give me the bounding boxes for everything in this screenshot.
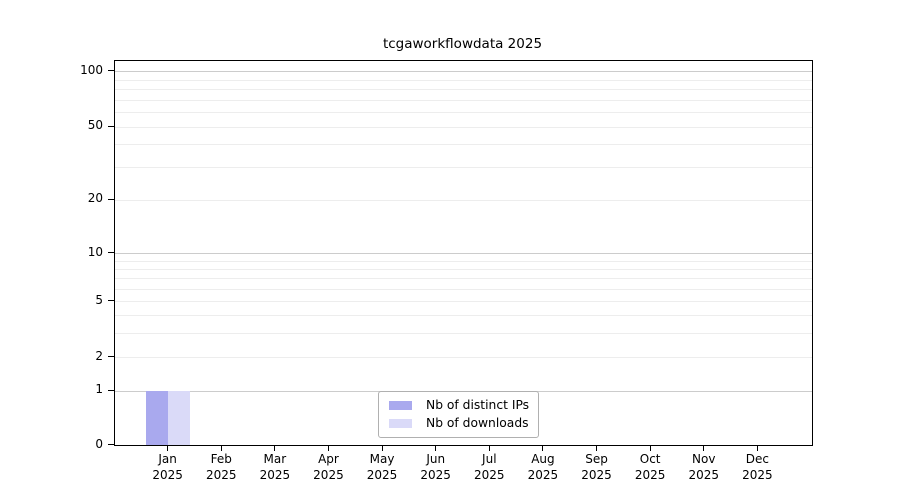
x-tick-label-year: 2025 bbox=[581, 467, 612, 482]
x-tick-label-year: 2025 bbox=[313, 467, 344, 482]
legend-swatch-distinct-ips bbox=[389, 401, 412, 410]
y-minor-gridline bbox=[115, 332, 812, 334]
x-tick-label-year: 2025 bbox=[474, 467, 505, 482]
x-tick-mark bbox=[327, 445, 329, 451]
x-tick-label: Dec 2025 bbox=[725, 452, 789, 483]
y-minor-gridline bbox=[115, 268, 812, 270]
y-major-gridline bbox=[115, 199, 812, 201]
y-minor-gridline bbox=[115, 79, 812, 81]
x-tick-label-year: 2025 bbox=[634, 467, 666, 482]
x-tick-label-month: Sep bbox=[585, 452, 608, 466]
x-tick-label-month: Apr bbox=[318, 452, 339, 466]
y-major-gridline bbox=[115, 126, 812, 128]
x-tick-mark bbox=[756, 445, 758, 451]
x-tick-mark bbox=[488, 445, 490, 451]
legend-label-distinct-ips: Nb of distinct IPs bbox=[426, 398, 530, 412]
y-minor-gridline bbox=[115, 112, 812, 114]
plot-area: Nb of distinct IPs Nb of downloads bbox=[114, 60, 813, 446]
bar-downloads bbox=[167, 390, 190, 445]
x-tick-label: Oct 2025 bbox=[618, 452, 682, 483]
x-tick-label: Nov 2025 bbox=[672, 452, 736, 483]
y-tick-mark bbox=[108, 300, 114, 302]
y-tick-mark bbox=[108, 198, 114, 200]
x-tick-mark bbox=[381, 445, 383, 451]
x-tick-label: Mar 2025 bbox=[243, 452, 307, 483]
x-tick-label-year: 2025 bbox=[259, 467, 291, 482]
y-major-gridline bbox=[115, 71, 812, 73]
x-tick-label: Sep 2025 bbox=[565, 452, 629, 483]
x-tick-label-year: 2025 bbox=[152, 467, 183, 482]
y-tick-mark bbox=[108, 444, 114, 445]
x-tick-label-year: 2025 bbox=[420, 467, 451, 482]
y-tick-label: 5 bbox=[95, 292, 103, 307]
x-tick-label-month: Mar bbox=[263, 452, 287, 466]
y-tick-label: 1 bbox=[95, 382, 103, 396]
y-minor-gridline bbox=[115, 315, 812, 317]
x-tick-label: Feb 2025 bbox=[189, 452, 253, 483]
y-minor-gridline bbox=[115, 99, 812, 101]
x-tick-mark bbox=[274, 445, 276, 451]
x-tick-mark bbox=[435, 445, 437, 451]
legend-item-distinct-ips: Nb of distinct IPs bbox=[389, 398, 529, 413]
y-minor-gridline bbox=[115, 260, 812, 262]
x-tick-label: May 2025 bbox=[350, 452, 414, 483]
x-tick-label-month: Aug bbox=[531, 452, 555, 466]
x-tick-label-month: May bbox=[369, 452, 395, 466]
x-tick-label: Jun 2025 bbox=[404, 452, 468, 483]
x-tick-label: Jul 2025 bbox=[457, 452, 521, 483]
y-tick-label: 20 bbox=[87, 191, 103, 205]
y-tick-mark bbox=[108, 356, 114, 358]
x-tick-label-month: Dec bbox=[745, 452, 769, 466]
y-tick-mark bbox=[108, 125, 114, 127]
y-major-gridline bbox=[115, 253, 812, 255]
y-tick-label: 10 bbox=[87, 244, 103, 259]
y-tick-label: 50 bbox=[87, 118, 103, 132]
y-tick-label: 100 bbox=[80, 62, 103, 77]
y-minor-gridline bbox=[115, 144, 812, 146]
x-tick-label-year: 2025 bbox=[688, 467, 720, 482]
y-minor-gridline bbox=[115, 89, 812, 91]
bar-distinct-ips bbox=[145, 390, 168, 445]
x-tick-mark bbox=[703, 445, 705, 451]
y-minor-gridline bbox=[115, 288, 812, 290]
x-tick-label-month: Jun bbox=[426, 452, 446, 466]
x-tick-mark bbox=[596, 445, 598, 451]
chart-title: tcgaworkflowdata 2025 bbox=[382, 36, 543, 52]
y-major-gridline bbox=[115, 357, 812, 359]
x-tick-label-year: 2025 bbox=[527, 467, 559, 482]
legend: Nb of distinct IPs Nb of downloads bbox=[378, 391, 540, 438]
y-minor-gridline bbox=[115, 278, 812, 280]
y-tick-label: 2 bbox=[95, 348, 103, 363]
x-tick-label: Aug 2025 bbox=[511, 452, 575, 483]
x-tick-label-month: Feb bbox=[210, 452, 232, 466]
x-tick-mark bbox=[542, 445, 544, 451]
y-tick-mark bbox=[108, 389, 114, 391]
y-tick-mark bbox=[108, 252, 114, 254]
legend-swatch-downloads bbox=[389, 419, 412, 428]
x-tick-label-month: Nov bbox=[692, 452, 716, 466]
y-tick-label: 0 bbox=[95, 436, 103, 451]
x-tick-mark bbox=[167, 445, 169, 451]
x-tick-label-month: Jul bbox=[482, 452, 497, 466]
x-tick-label-month: Jan bbox=[158, 452, 177, 466]
x-tick-label-month: Oct bbox=[639, 452, 661, 466]
x-tick-label-year: 2025 bbox=[742, 467, 773, 482]
legend-label-downloads: Nb of downloads bbox=[426, 416, 529, 430]
x-tick-mark bbox=[649, 445, 651, 451]
y-minor-gridline bbox=[115, 167, 812, 169]
y-major-gridline bbox=[115, 301, 812, 303]
y-tick-mark bbox=[108, 70, 114, 72]
x-tick-mark bbox=[220, 445, 222, 451]
x-tick-label-year: 2025 bbox=[205, 467, 237, 482]
x-tick-label: Apr 2025 bbox=[296, 452, 360, 483]
legend-item-downloads: Nb of downloads bbox=[389, 416, 529, 431]
x-tick-label: Jan 2025 bbox=[136, 452, 200, 483]
x-tick-label-year: 2025 bbox=[366, 467, 398, 482]
